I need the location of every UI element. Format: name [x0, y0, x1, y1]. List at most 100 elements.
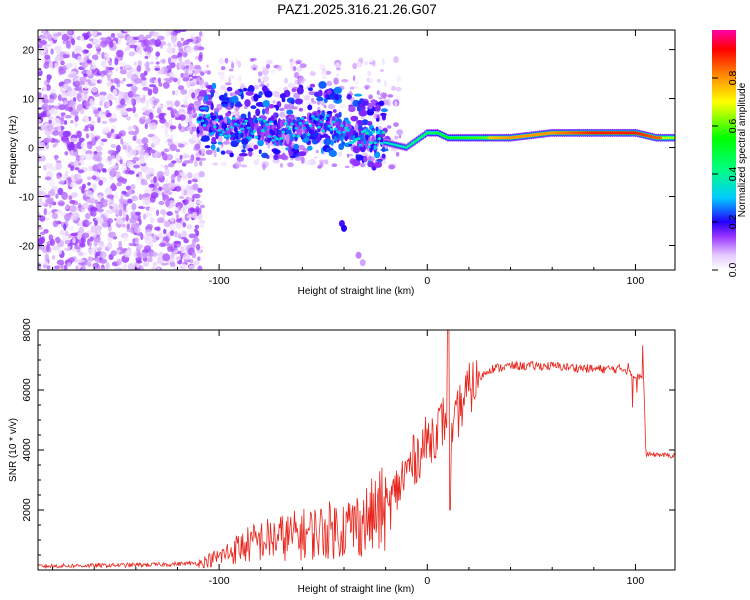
signal-cell [296, 87, 304, 95]
ridge-cell [419, 136, 423, 139]
signal-cell [236, 139, 242, 143]
noise-cell [129, 44, 138, 49]
noise-cell [127, 263, 135, 270]
noise-cell [121, 264, 127, 270]
noise-cell [78, 252, 84, 256]
noise-cell [174, 90, 179, 96]
noise-cell [154, 39, 162, 47]
noise-cell [364, 62, 369, 65]
noise-cell [111, 182, 116, 190]
noise-cell [160, 164, 165, 168]
signal-cell [229, 152, 234, 158]
noise-cell [134, 145, 142, 151]
ridge-cell [406, 145, 411, 148]
ridge-cell [250, 132, 255, 136]
signal-cell [258, 91, 263, 97]
signal-cell [350, 115, 359, 122]
noise-cell [116, 258, 122, 266]
noise-cell [161, 152, 168, 161]
noise-cell [145, 201, 150, 206]
noise-cell [70, 232, 78, 237]
noise-cell [114, 57, 119, 66]
noise-cell [346, 153, 350, 158]
noise-cell [187, 188, 194, 196]
noise-cell [74, 80, 81, 87]
noise-cell [228, 77, 232, 83]
noise-cell [86, 43, 93, 49]
noise-cell [150, 178, 154, 184]
noise-cell [88, 132, 96, 138]
noise-cell [49, 40, 54, 46]
noise-cell [59, 85, 64, 93]
ridge-cell [213, 125, 217, 129]
noise-cell [167, 42, 172, 48]
noise-cell [155, 61, 160, 65]
noise-cell [120, 193, 124, 202]
noise-cell [47, 210, 52, 215]
noise-cell [113, 96, 118, 101]
noise-cell [231, 62, 235, 69]
noise-cell [132, 238, 136, 244]
noise-cell [95, 39, 99, 48]
noise-cell [384, 80, 387, 87]
signal-cell [253, 93, 259, 102]
noise-cell [43, 194, 51, 198]
noise-cell [106, 81, 113, 87]
noise-cell [178, 143, 185, 148]
noise-cell [191, 178, 198, 183]
noise-cell [89, 98, 94, 106]
signal-cell [359, 144, 366, 153]
noise-cell [152, 140, 160, 146]
noise-cell [194, 224, 200, 229]
signal-cell [262, 108, 266, 115]
colorbar-tick-label: 0.2 [727, 215, 739, 230]
signal-cell [381, 153, 386, 159]
noise-cell [143, 193, 151, 197]
noise-cell [90, 30, 98, 37]
ridge-cell [273, 119, 278, 126]
noise-cell [162, 253, 171, 262]
noise-cell [262, 75, 269, 83]
ridge-cell [415, 139, 419, 142]
noise-cell [277, 96, 281, 99]
noise-cell [93, 171, 100, 176]
noise-cell [182, 73, 189, 78]
noise-cell [53, 118, 61, 126]
noise-cell [128, 148, 137, 156]
ridge-cell [288, 127, 292, 130]
noise-cell [149, 122, 158, 130]
signal-cell [238, 152, 248, 157]
signal-cell [273, 154, 279, 161]
ridge-cell [308, 124, 313, 128]
ridge-cell [277, 129, 282, 135]
signal-cell [268, 104, 275, 109]
y-tick-label: 0 [28, 143, 34, 155]
colorbar-ticks: 0.0 0.2 0.4 0.6 0.8 [712, 71, 739, 277]
noise-cell [112, 88, 118, 97]
noise-cell [77, 169, 85, 174]
noise-cell [175, 148, 181, 153]
noise-cell [129, 39, 138, 44]
noise-cell [69, 199, 76, 205]
signal-cell [318, 81, 327, 89]
noise-cell [159, 242, 166, 247]
noise-cell [77, 55, 83, 63]
noise-cell [86, 221, 92, 225]
spectrogram-frame [37, 29, 676, 271]
noise-cell [126, 161, 134, 168]
noise-cell [92, 233, 97, 238]
signal-cell [293, 143, 300, 150]
noise-cell [74, 115, 79, 122]
noise-cell [149, 217, 155, 224]
noise-cell [306, 102, 314, 105]
x-tick-label: 0 [424, 575, 430, 587]
noise-cell [108, 231, 116, 238]
noise-cell [126, 71, 133, 79]
noise-cell [116, 83, 121, 88]
noise-cell [394, 135, 399, 140]
noise-cell [76, 105, 81, 111]
noise-cell [166, 46, 175, 54]
noise-cell [114, 267, 123, 270]
noise-cell [56, 160, 62, 164]
noise-cell [54, 154, 58, 161]
